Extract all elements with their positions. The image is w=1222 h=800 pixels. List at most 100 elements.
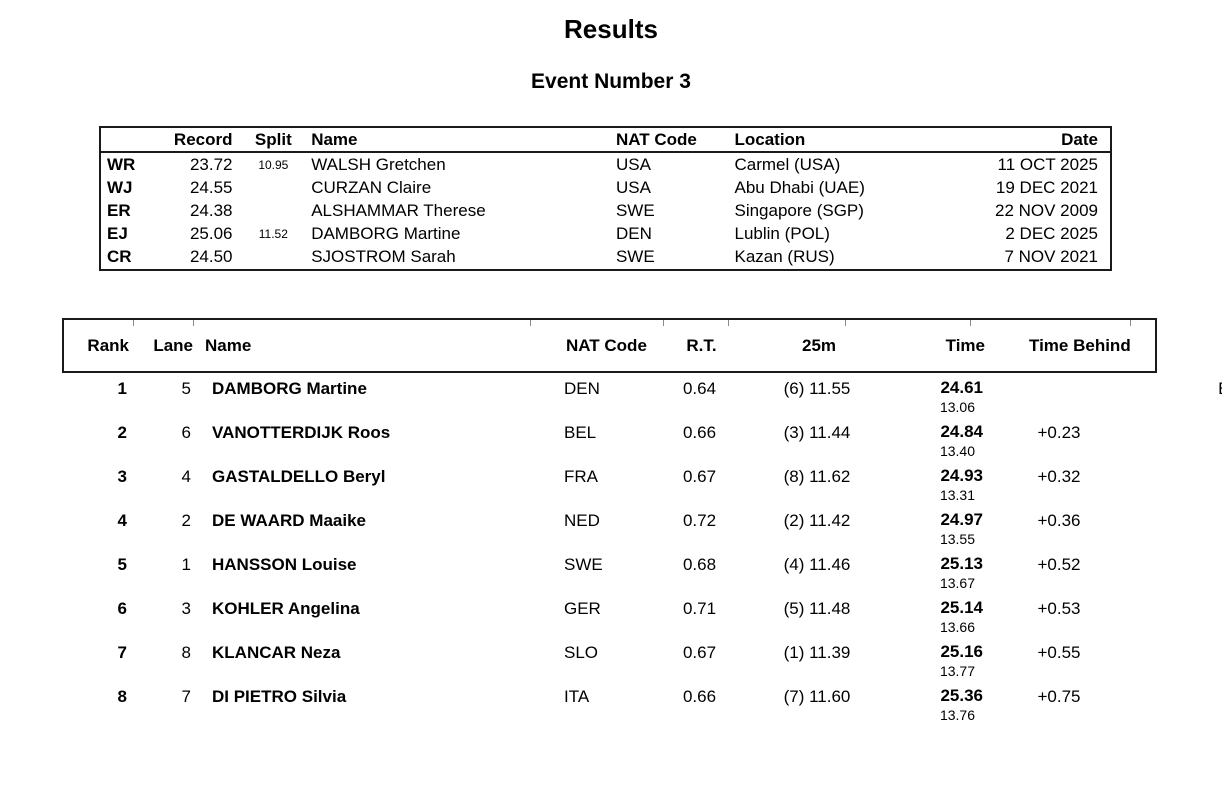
rank-cell: 6 [117,599,127,618]
reaction-time-cell: 0.66 [682,687,717,706]
reaction-time-cell: 0.66 [682,423,717,442]
second-split: 13.76 [939,707,975,723]
rank-cell: 1 [117,379,127,398]
column-divider-tick [970,320,971,326]
results-header-time: Time [945,335,985,355]
records-header-name: Name [311,129,358,149]
record-time-cell: 24.55 [189,177,233,197]
result-row: 1 5 DAMBORG Martine DEN 0.64 (6) 11.55 2… [62,373,1222,417]
reaction-time-cell: 0.68 [682,555,717,574]
split-25m-cell: (4) 11.46 [783,555,851,574]
records-header-record: Record [173,129,233,149]
lane-cell: 3 [181,599,191,618]
final-time: 25.14 [940,598,983,617]
records-header-split: Split [254,129,292,149]
column-divider-tick [193,320,194,326]
second-split: 13.06 [939,399,975,415]
column-divider-tick [133,320,134,326]
rank-cell: 8 [117,687,127,706]
time-cell: 25.36 13.76 [897,681,983,725]
date-cell: 19 DEC 2021 [995,177,1098,197]
result-row: 4 2 DE WAARD Maaike NED 0.72 (2) 11.42 2… [62,505,1157,549]
results-header-nat-code: NAT Code [566,335,647,355]
date-cell: 11 OCT 2025 [997,154,1099,174]
final-time: 25.16 [940,642,983,661]
split-25m-cell: (1) 11.39 [783,643,851,662]
time-behind-cell: +0.52 [983,549,1135,593]
results-header-25m: 25m [801,335,837,355]
results-table: Rank Lane Name NAT Code R.T. 25m Time Ti… [62,318,1222,725]
lane-cell: 6 [181,423,191,442]
event-subtitle: Event Number 3 [531,70,691,93]
swimmer-name-cell: VANOTTERDIJK Roos [212,423,391,442]
second-split: 13.40 [939,443,975,459]
swimmer-name-cell: DAMBORG Martine [311,224,461,244]
swimmer-name-cell: KLANCAR Neza [212,643,341,662]
results-header-rank: Rank [87,335,129,355]
records-header-row: Record Split Name NAT Code Location Date [101,128,1110,153]
record-row: WR 23.72 10.95 WALSH Gretchen USA Carmel… [101,153,1110,176]
reaction-time-cell: 0.71 [682,599,717,618]
swimmer-name-cell: DAMBORG Martine [212,379,367,398]
swimmer-name-cell: DI PIETRO Silvia [212,687,347,706]
record-tag: EJ [1138,379,1222,399]
final-time: 24.93 [940,466,983,485]
rank-cell: 2 [117,423,127,442]
record-time-cell: 24.38 [189,200,233,220]
lane-cell: 8 [181,643,191,662]
rank-cell: 3 [117,467,127,486]
split-25m-cell: (8) 11.62 [783,467,851,486]
record-time-cell: 23.72 [189,154,233,174]
results-header-time-behind: Time Behind [985,335,1137,356]
time-behind-cell: +0.55 [983,637,1135,681]
time-cell: 24.84 13.40 [897,417,983,461]
time-behind-cell: +0.32 [983,461,1135,505]
time-behind-cell: EJ [983,373,1222,417]
column-divider-tick [845,320,846,326]
second-split: 13.66 [939,619,975,635]
time-cell: 25.16 13.77 [897,637,983,681]
swimmer-name-cell: WALSH Gretchen [311,154,446,174]
results-header-time-behind-label: Time Behind [1029,335,1131,355]
swimmer-name-cell: SJOSTROM Sarah [311,247,456,267]
final-time: 24.97 [940,510,983,529]
time-cell: 25.14 13.66 [897,593,983,637]
column-divider-tick [663,320,664,326]
location-cell: Abu Dhabi (UAE) [734,177,865,197]
time-behind-value: +0.53 [1037,599,1081,618]
time-behind-value: +0.23 [1037,423,1081,442]
nat-code-cell: DEN [564,379,600,398]
lane-cell: 5 [181,379,191,398]
records-table: Record Split Name NAT Code Location Date… [99,126,1112,271]
result-row: 3 4 GASTALDELLO Beryl FRA 0.67 (8) 11.62… [62,461,1157,505]
time-behind-value: +0.32 [1037,467,1081,486]
location-cell: Kazan (RUS) [734,247,835,267]
date-cell: 22 NOV 2009 [994,200,1098,220]
result-row: 7 8 KLANCAR Neza SLO 0.67 (1) 11.39 25.1… [62,637,1157,681]
record-code-cell: EJ [107,224,128,244]
rank-cell: 7 [117,643,127,662]
time-cell: 25.13 13.67 [897,549,983,593]
result-row: 6 3 KOHLER Angelina GER 0.71 (5) 11.48 2… [62,593,1157,637]
record-split-cell: 10.95 [258,157,289,172]
rank-cell: 4 [117,511,127,530]
second-split: 13.67 [939,575,975,591]
time-behind-value: +0.55 [1037,643,1081,662]
swimmer-name-cell: DE WAARD Maaike [212,511,366,530]
nat-code-cell: SWE [564,555,603,574]
records-rows: WR 23.72 10.95 WALSH Gretchen USA Carmel… [101,153,1110,269]
lane-cell: 7 [181,687,191,706]
location-cell: Carmel (USA) [734,154,841,174]
nat-code-cell: DEN [615,224,652,244]
date-cell: 2 DEC 2025 [1005,224,1098,244]
final-time: 25.36 [940,686,983,705]
swimmer-name-cell: KOHLER Angelina [212,599,360,618]
record-row: ER 24.38 ALSHAMMAR Therese SWE Singapore… [101,199,1110,222]
nat-code-cell: USA [615,177,651,197]
results-header-row: Rank Lane Name NAT Code R.T. 25m Time Ti… [62,318,1157,373]
time-behind-cell: +0.23 [983,417,1135,461]
nat-code-cell: BEL [564,423,597,442]
date-cell: 7 NOV 2021 [1004,247,1098,267]
record-code-cell: WR [107,154,136,174]
nat-code-cell: FRA [564,467,598,486]
